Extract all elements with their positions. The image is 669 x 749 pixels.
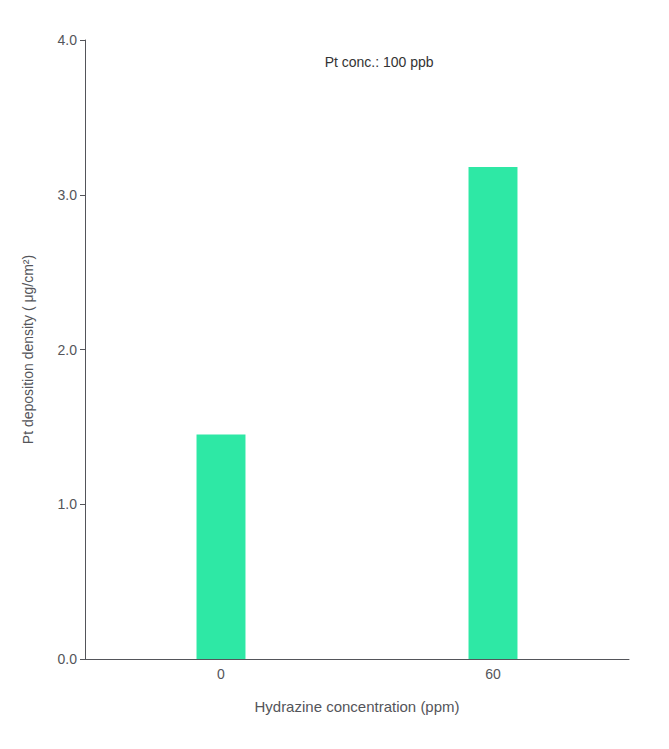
svg-text:Hydrazine concentration (ppm): Hydrazine concentration (ppm) [254,698,459,715]
svg-text:1.0: 1.0 [58,496,78,512]
svg-text:4.0: 4.0 [58,32,78,48]
svg-text:Pt conc.: 100 ppb: Pt conc.: 100 ppb [325,54,434,70]
svg-text:0.0: 0.0 [58,651,78,667]
svg-text:0: 0 [217,666,225,682]
svg-text:2.0: 2.0 [58,342,78,358]
svg-text:Pt deposition density ( μg/cm²: Pt deposition density ( μg/cm²) [20,255,36,444]
svg-text:3.0: 3.0 [58,187,78,203]
svg-text:60: 60 [485,666,501,682]
